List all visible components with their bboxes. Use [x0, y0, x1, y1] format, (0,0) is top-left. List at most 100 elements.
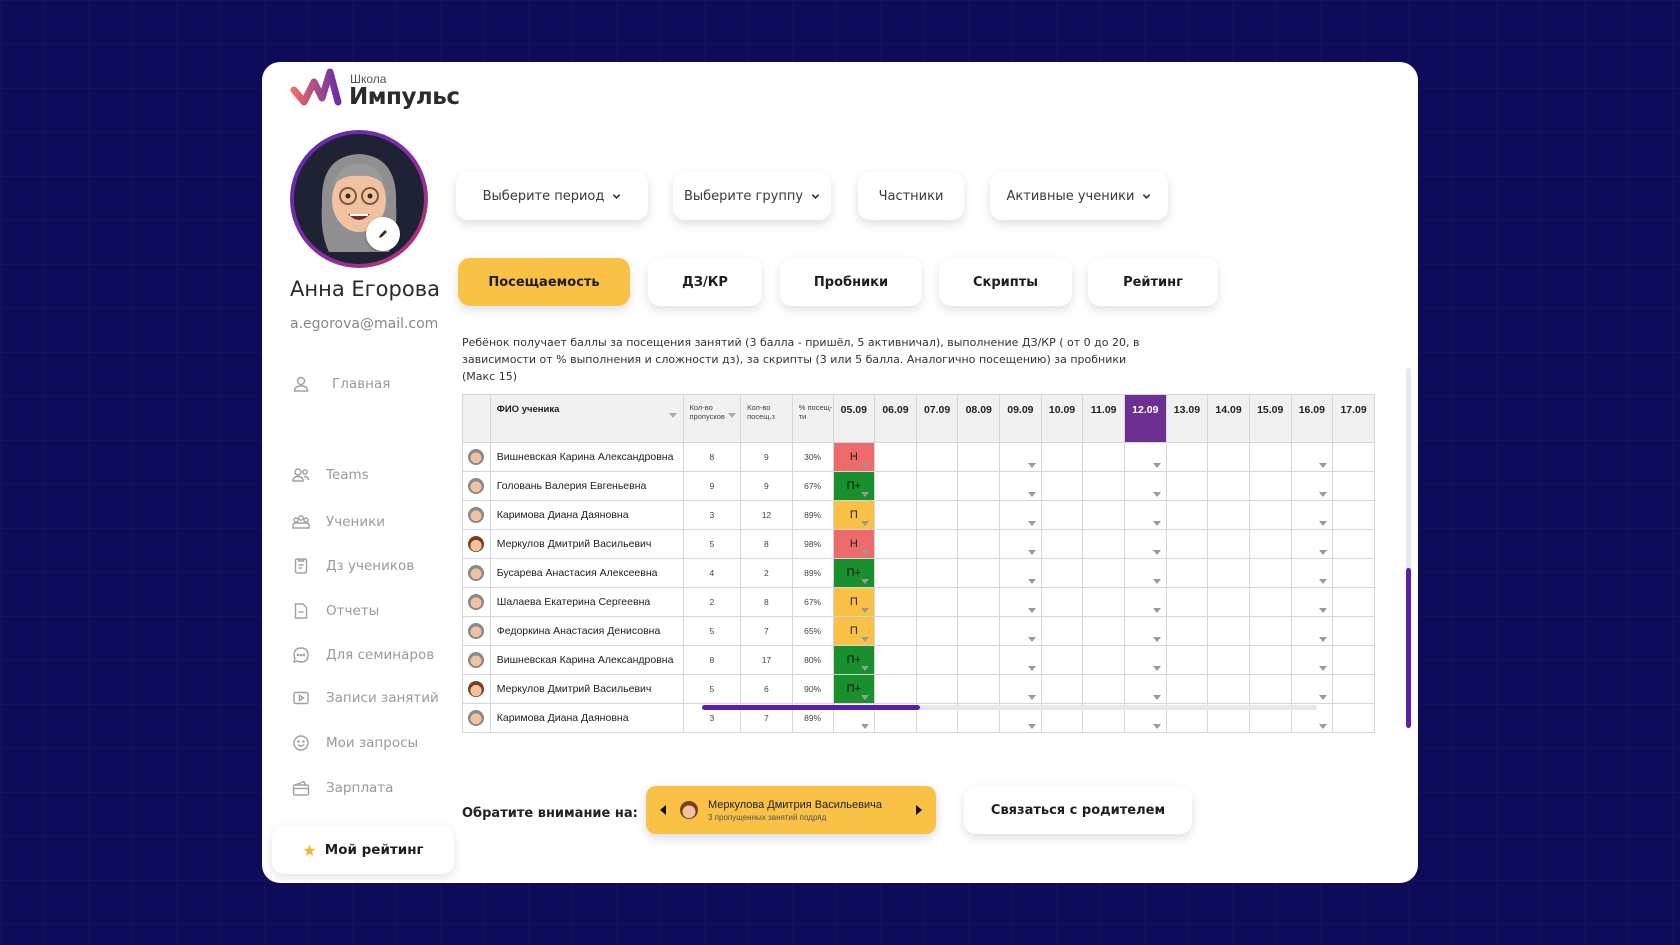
attendance-cell[interactable]: [874, 587, 917, 617]
attendance-cell[interactable]: [1165, 500, 1209, 530]
attendance-cell[interactable]: [1332, 703, 1375, 733]
attendance-cell[interactable]: [1123, 674, 1167, 704]
dropdown-arrow-icon[interactable]: [1152, 608, 1161, 613]
attendance-cell[interactable]: [1207, 471, 1250, 501]
attendance-cell[interactable]: [1165, 471, 1209, 501]
attendance-cell[interactable]: [1165, 674, 1209, 704]
sidebar-item-homework[interactable]: Дз учеников: [290, 553, 414, 579]
attendance-cell[interactable]: [1082, 442, 1125, 472]
date-column-header[interactable]: 09.09: [999, 394, 1042, 443]
dropdown-arrow-icon[interactable]: [1152, 463, 1161, 468]
attendance-cell[interactable]: [1040, 674, 1084, 704]
tab-attendance[interactable]: Посещаемость: [458, 258, 630, 306]
horizontal-scrollbar-thumb[interactable]: [702, 705, 920, 710]
attendance-cell[interactable]: [1123, 442, 1167, 472]
sidebar-item-teams[interactable]: Teams: [290, 462, 369, 488]
attendance-cell[interactable]: [1207, 500, 1250, 530]
attendance-cell[interactable]: [999, 674, 1042, 704]
date-column-header[interactable]: 12.09: [1123, 394, 1167, 443]
attendance-cell[interactable]: [1248, 471, 1292, 501]
attendance-cell[interactable]: [1248, 616, 1292, 646]
attendance-cell[interactable]: [874, 471, 917, 501]
sidebar-item-recordings[interactable]: Записи занятий: [290, 685, 439, 711]
attendance-cell[interactable]: [1040, 471, 1084, 501]
dropdown-arrow-icon[interactable]: [1319, 724, 1328, 729]
attendance-cell[interactable]: [1207, 529, 1250, 559]
next-arrow-icon[interactable]: [916, 805, 922, 815]
attendance-mark-cell[interactable]: П+: [832, 558, 876, 588]
attendance-cell[interactable]: [1165, 616, 1209, 646]
attendance-cell[interactable]: [1290, 558, 1334, 588]
edit-avatar-button[interactable]: [366, 217, 400, 251]
sidebar-item-requests[interactable]: Мои запросы: [290, 730, 418, 756]
dropdown-arrow-icon[interactable]: [1152, 492, 1161, 497]
dropdown-arrow-icon[interactable]: [1027, 550, 1036, 555]
attendance-cell[interactable]: [874, 500, 917, 530]
tab-mock-exams[interactable]: Пробники: [780, 258, 922, 306]
attendance-cell[interactable]: [999, 587, 1042, 617]
attendance-cell[interactable]: [874, 645, 917, 675]
attendance-cell[interactable]: [874, 529, 917, 559]
attendance-cell[interactable]: [1332, 500, 1375, 530]
attendance-cell[interactable]: [957, 558, 1001, 588]
horizontal-scrollbar[interactable]: [702, 705, 1317, 710]
sidebar-item-reports[interactable]: Отчеты: [290, 598, 379, 624]
attendance-cell[interactable]: [1332, 442, 1375, 472]
attendance-cell[interactable]: [1040, 587, 1084, 617]
dropdown-arrow-icon[interactable]: [1027, 521, 1036, 526]
dropdown-arrow-icon[interactable]: [1152, 637, 1161, 642]
dropdown-arrow-icon[interactable]: [861, 666, 870, 671]
attendance-cell[interactable]: [957, 529, 1001, 559]
dropdown-arrow-icon[interactable]: [861, 463, 870, 468]
attendance-cell[interactable]: [1290, 616, 1334, 646]
attendance-cell[interactable]: [957, 587, 1001, 617]
attendance-cell[interactable]: [1123, 645, 1167, 675]
attendance-cell[interactable]: [915, 645, 959, 675]
attendance-cell[interactable]: [1248, 500, 1292, 530]
attendance-cell[interactable]: [1082, 587, 1125, 617]
sidebar-item-home[interactable]: Главная: [290, 371, 390, 397]
attendance-cell[interactable]: [999, 471, 1042, 501]
attendance-cell[interactable]: [1207, 558, 1250, 588]
period-dropdown[interactable]: Выберите период: [456, 172, 648, 220]
attendance-cell[interactable]: [1332, 674, 1375, 704]
attendance-cell[interactable]: [957, 500, 1001, 530]
dropdown-arrow-icon[interactable]: [1027, 724, 1036, 729]
attendance-cell[interactable]: [999, 442, 1042, 472]
dropdown-arrow-icon[interactable]: [1152, 724, 1161, 729]
attendance-cell[interactable]: [1040, 500, 1084, 530]
attendance-cell[interactable]: [1248, 674, 1292, 704]
attendance-cell[interactable]: [999, 500, 1042, 530]
attendance-cell[interactable]: [1123, 616, 1167, 646]
attendance-cell[interactable]: [1082, 471, 1125, 501]
attendance-cell[interactable]: [915, 558, 959, 588]
attendance-cell[interactable]: [1040, 645, 1084, 675]
attendance-cell[interactable]: [1040, 558, 1084, 588]
dropdown-arrow-icon[interactable]: [861, 608, 870, 613]
attendance-cell[interactable]: [915, 587, 959, 617]
attendance-mark-cell[interactable]: П: [832, 616, 876, 646]
date-column-header[interactable]: 07.09: [915, 394, 959, 443]
attendance-cell[interactable]: [1332, 529, 1375, 559]
dropdown-arrow-icon[interactable]: [1319, 608, 1328, 613]
attendance-cell[interactable]: [1123, 500, 1167, 530]
attendance-cell[interactable]: [1332, 616, 1375, 646]
dropdown-arrow-icon[interactable]: [861, 579, 870, 584]
attendance-cell[interactable]: [1290, 471, 1334, 501]
date-column-header[interactable]: 13.09: [1165, 394, 1209, 443]
sidebar-item-students[interactable]: Ученики: [290, 509, 385, 535]
tab-scripts[interactable]: Скрипты: [939, 258, 1072, 306]
dropdown-arrow-icon[interactable]: [1027, 579, 1036, 584]
dropdown-arrow-icon[interactable]: [1152, 579, 1161, 584]
dropdown-arrow-icon[interactable]: [861, 637, 870, 642]
attendance-mark-cell[interactable]: Н: [832, 529, 876, 559]
dropdown-arrow-icon[interactable]: [1027, 608, 1036, 613]
attendance-cell[interactable]: [957, 616, 1001, 646]
attendance-cell[interactable]: [915, 442, 959, 472]
attendance-cell[interactable]: [1207, 616, 1250, 646]
attendance-cell[interactable]: [1165, 442, 1209, 472]
attendance-cell[interactable]: [1290, 442, 1334, 472]
date-column-header[interactable]: 11.09: [1082, 394, 1125, 443]
dropdown-arrow-icon[interactable]: [1152, 695, 1161, 700]
active-students-dropdown[interactable]: Активные ученики: [990, 172, 1168, 220]
